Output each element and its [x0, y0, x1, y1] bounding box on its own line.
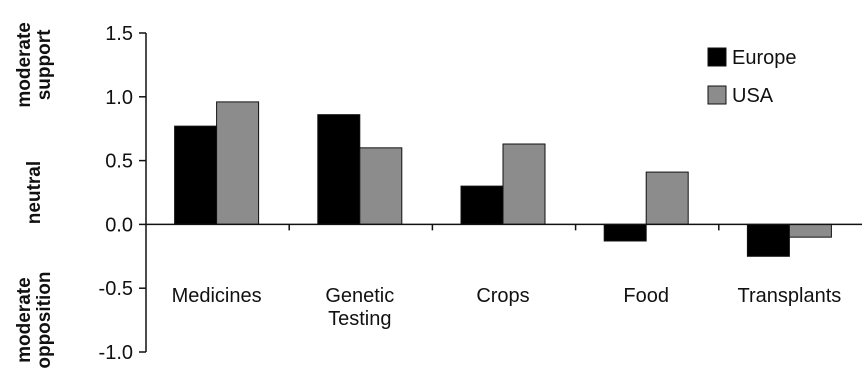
- category-labels: Medicines Genetic Testing Crops Food Transpla…: [172, 285, 842, 330]
- category-label: Crops: [476, 285, 529, 307]
- y-tick-label: -1.0: [99, 342, 133, 364]
- legend-label-europe: Europe: [732, 47, 797, 69]
- legend: Europe USA: [707, 47, 797, 107]
- bar-europe-4: [746, 223, 790, 257]
- bar-europe-1: [317, 114, 361, 225]
- y-tick-label: 1.5: [105, 23, 133, 45]
- legend-label-usa: USA: [732, 85, 774, 107]
- category-label: Transplants: [738, 285, 842, 307]
- x-axis: [146, 223, 862, 231]
- bar-usa-4: [788, 223, 832, 238]
- y-band-label: opposition: [34, 272, 55, 369]
- bar-europe-0: [174, 125, 218, 225]
- legend-swatch-europe: [707, 47, 727, 67]
- bar-usa-3: [645, 171, 689, 225]
- y-band-label: neutral: [24, 161, 45, 224]
- y-tick-label: 1.0: [105, 87, 133, 109]
- y-tick-label: -0.5: [99, 278, 133, 300]
- category-label: Genetic Testing: [325, 285, 394, 330]
- legend-swatch-usa: [707, 85, 727, 105]
- bars: [174, 101, 832, 257]
- y-band-label: support: [34, 29, 55, 100]
- bar-usa-1: [359, 147, 403, 225]
- y-band-label: moderate: [14, 22, 35, 108]
- bar-usa-0: [216, 101, 260, 225]
- y-tick-label: 0.0: [105, 214, 133, 236]
- y-axis: 1.5 1.0 0.5 0.0 -0.5 -1.0: [99, 23, 147, 364]
- bar-europe-2: [460, 185, 504, 225]
- y-tick-label: 0.5: [105, 151, 133, 173]
- y-band-label: moderate: [14, 277, 35, 363]
- bar-europe-3: [603, 223, 647, 242]
- category-label: Food: [623, 285, 669, 307]
- category-label: Medicines: [172, 285, 262, 307]
- bar-usa-2: [502, 143, 546, 225]
